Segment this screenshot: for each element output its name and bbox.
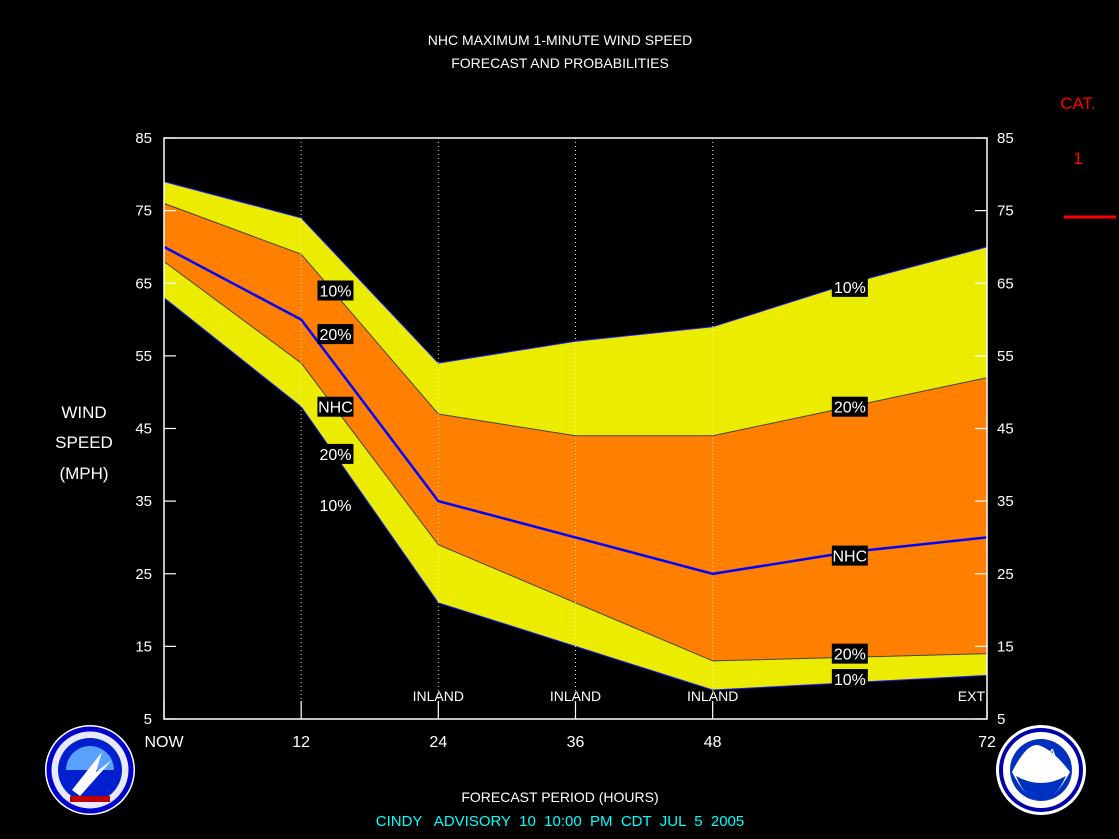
annotation-3: EXT	[958, 688, 986, 704]
nws-logo	[45, 725, 135, 815]
noaa-logo-text: NOAA	[1026, 748, 1055, 759]
annotation-2: INLAND	[687, 688, 738, 704]
label-box-2	[317, 396, 354, 417]
label-box-3	[317, 443, 354, 464]
annotation-0: INLAND	[413, 688, 464, 704]
y-tick-label-left-85: 85	[135, 130, 152, 147]
y-axis-label-line-2: SPEED	[55, 433, 113, 452]
x-tick-label-24: 24	[429, 734, 447, 751]
annotation-1: INLAND	[550, 688, 601, 704]
x-tick-label-72: 72	[978, 734, 996, 751]
y-tick-label-left-25: 25	[135, 566, 152, 583]
label-4: 10%	[319, 498, 351, 515]
y-tick-label-right-55: 55	[997, 348, 1014, 365]
label-9: 10%	[834, 672, 866, 689]
label-1: 20%	[319, 327, 351, 344]
advisory-line: CINDY ADVISORY 10 10:00 PM CDT JUL 5 200…	[376, 813, 745, 830]
label-5: 10%	[834, 280, 866, 297]
label-box-5	[831, 276, 868, 297]
noaa-logo: NOAA	[996, 725, 1086, 815]
category-value: 1	[1073, 149, 1082, 168]
label-0: 10%	[319, 284, 351, 301]
y-tick-label-right-15: 15	[997, 638, 1014, 655]
label-3: 20%	[319, 447, 351, 464]
y-tick-label-right-85: 85	[997, 130, 1014, 147]
label-box-8	[831, 643, 868, 664]
x-tick-label-48: 48	[704, 734, 722, 751]
y-tick-label-right-65: 65	[997, 275, 1014, 292]
chart-subtitle: FORECAST AND PROBABILITIES	[451, 55, 669, 71]
label-box-0	[317, 280, 354, 301]
band-20-percent	[164, 203, 987, 661]
y-tick-label-right-75: 75	[997, 203, 1014, 220]
y-tick-label-left-45: 45	[135, 421, 152, 438]
x-tick-label-36: 36	[567, 734, 585, 751]
y-tick-label-right-35: 35	[997, 493, 1014, 510]
y-tick-label-left-65: 65	[135, 275, 152, 292]
y-tick-label-left-15: 15	[135, 638, 152, 655]
label-7: NHC	[832, 549, 867, 566]
label-box-6	[831, 396, 868, 417]
y-tick-label-right-5: 5	[997, 711, 1005, 728]
y-tick-label-left-75: 75	[135, 203, 152, 220]
label-box-4	[317, 494, 354, 515]
y-axis-label-line-3: (MPH)	[59, 464, 108, 483]
label-6: 20%	[834, 400, 866, 417]
category-label: CAT.	[1060, 94, 1096, 113]
y-tick-label-left-55: 55	[135, 348, 152, 365]
label-box-1	[317, 324, 354, 345]
chart-title: NHC MAXIMUM 1-MINUTE WIND SPEED	[428, 32, 692, 48]
label-box-7	[831, 545, 868, 566]
label-2: NHC	[318, 400, 353, 417]
label-box-9	[831, 669, 868, 690]
x-tick-label-NOW: NOW	[144, 734, 184, 751]
y-tick-label-right-25: 25	[997, 566, 1014, 583]
y-tick-label-left-35: 35	[135, 493, 152, 510]
y-tick-label-left-5: 5	[144, 711, 152, 728]
y-axis-label-line-1: WIND	[61, 403, 106, 422]
x-axis-label: FORECAST PERIOD (HOURS)	[461, 789, 658, 805]
x-tick-label-12: 12	[292, 734, 310, 751]
y-tick-label-right-45: 45	[997, 421, 1014, 438]
label-8: 20%	[834, 647, 866, 664]
